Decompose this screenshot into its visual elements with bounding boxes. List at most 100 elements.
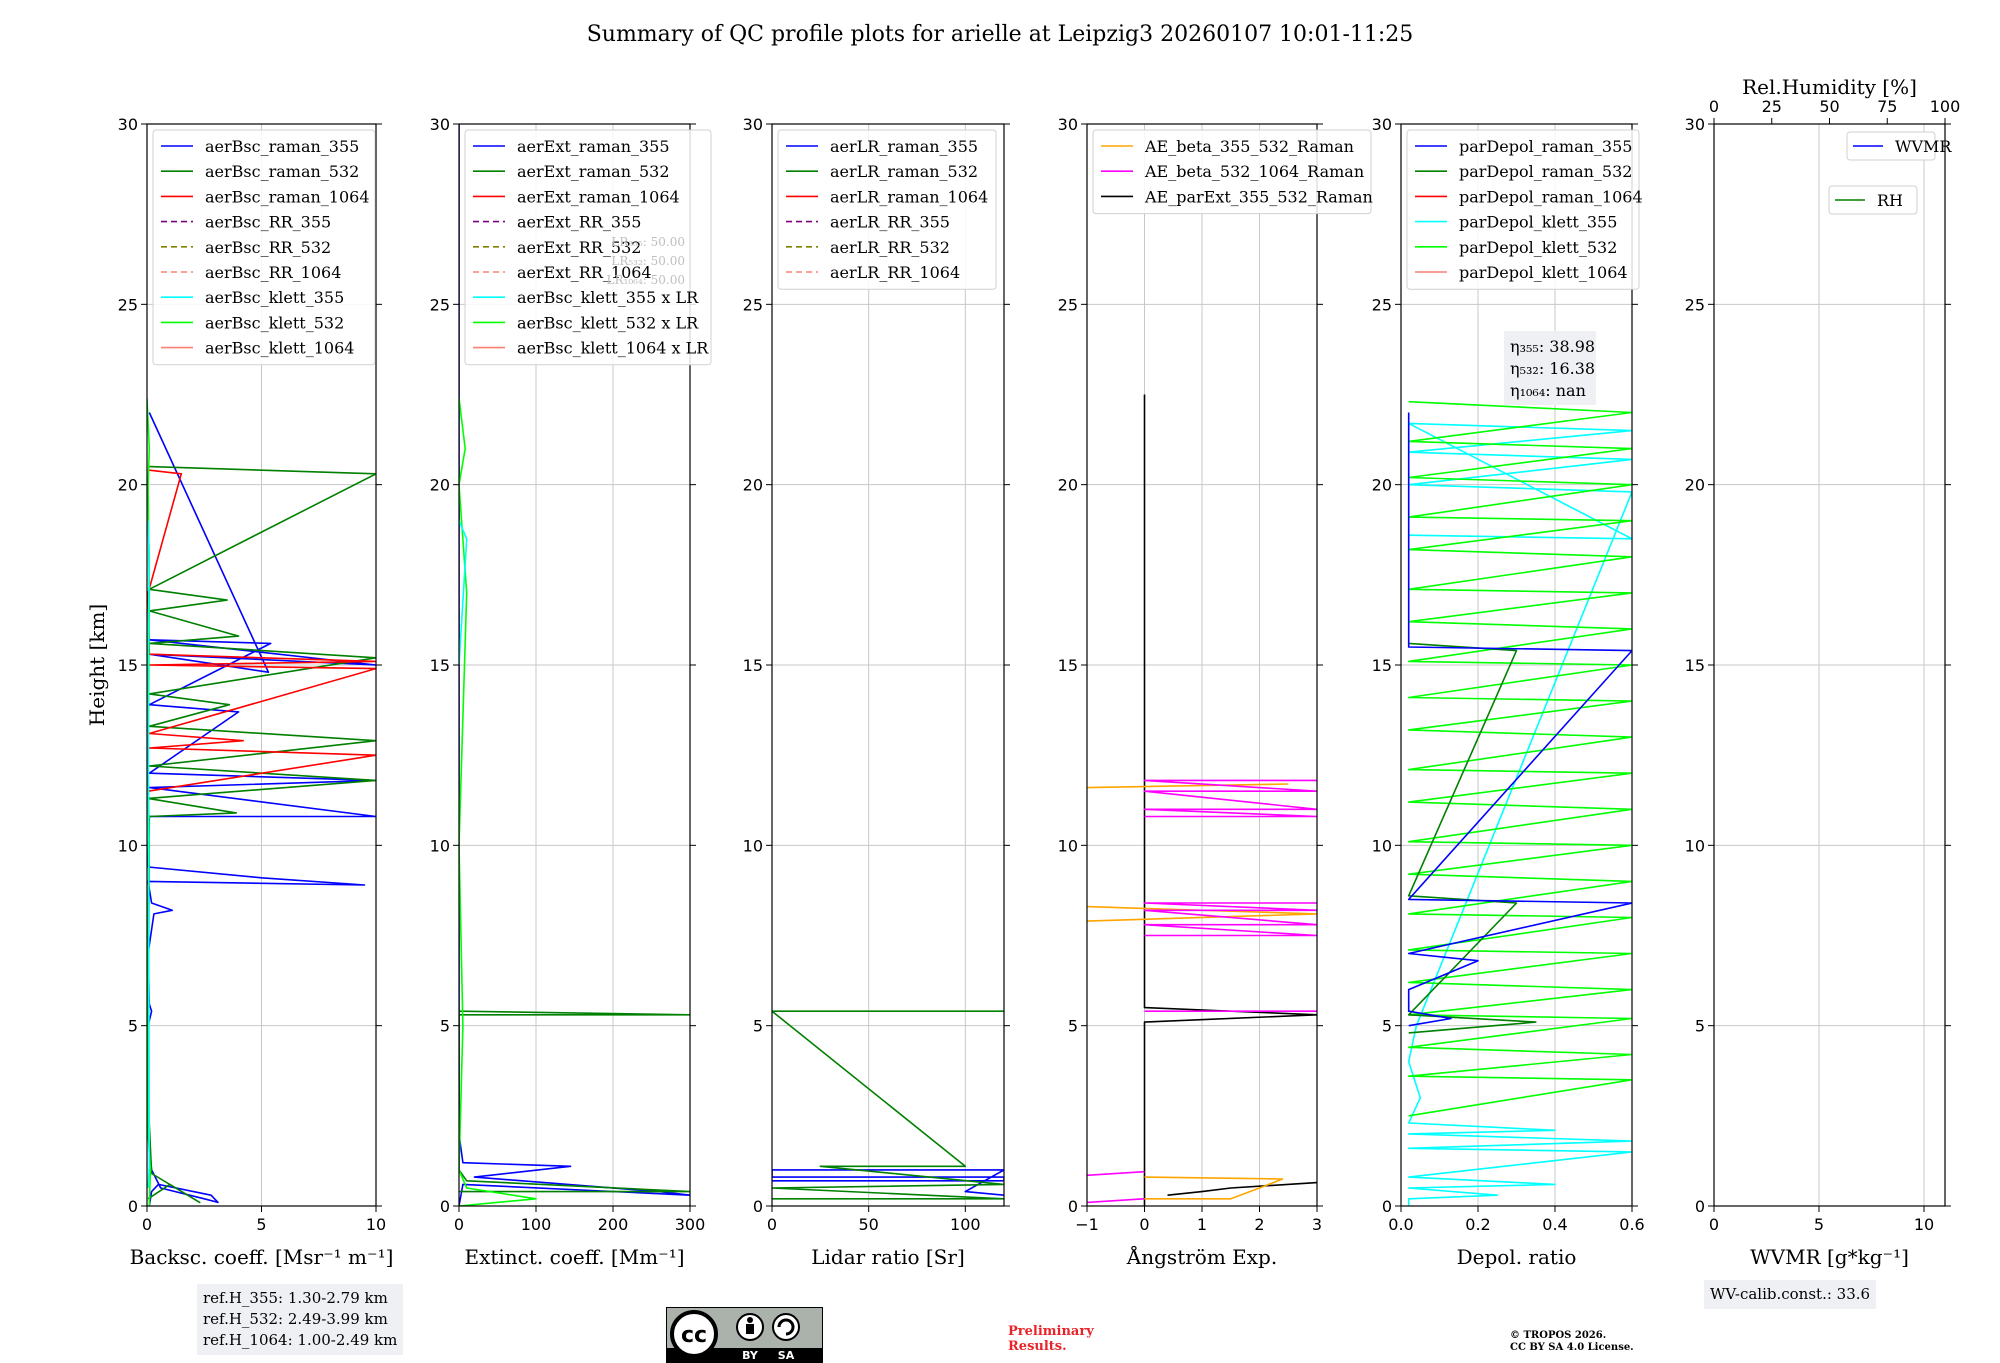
eta-annotation-box [1504, 331, 1596, 405]
top-x-tick-label: 75 [1877, 97, 1897, 116]
x-tick-label: 0 [1709, 1215, 1719, 1234]
refh-1064: ref.H_1064: 1.00-2.49 km [203, 1331, 398, 1349]
legend-entry: parDepol_klett_532 [1459, 238, 1617, 257]
profile-line-orange [1087, 783, 1289, 789]
legend-entry: parDepol_raman_532 [1459, 162, 1632, 181]
legend-entry: aerBsc_klett_1064 x LR [517, 339, 709, 358]
panel-3: 0 50 100 0 5 10 15 20 25 30 Lidar ratio [Sr] aerLR_… [743, 115, 1010, 1269]
legend-entry: aerBsc_klett_532 x LR [517, 313, 699, 332]
x-tick-label: 0.2 [1465, 1215, 1490, 1234]
profile-line-black [1143, 394, 1317, 1206]
y-tick-label: 5 [1695, 1017, 1705, 1036]
profile-line-cyan [1407, 422, 1632, 1206]
y-tick-label: 15 [1372, 656, 1392, 675]
x-tick-label: 100 [521, 1215, 552, 1234]
profile-line-black [1167, 1181, 1317, 1196]
y-tick-label: 20 [743, 476, 763, 495]
x-tick-label: 10 [1914, 1215, 1934, 1234]
y-tick-label: 5 [128, 1017, 138, 1036]
x-axis-label: WVMR [g*kg⁻¹] [1750, 1245, 1909, 1269]
legend-entry: aerBsc_klett_355 x LR [517, 288, 699, 307]
lidar-ratio-annotation: LR₁₀₆₄: 50.00 [607, 273, 685, 287]
panel-2: 0 100 200 300 0 5 10 15 20 25 30 Extinct. coeff. [M… [430, 115, 712, 1269]
legend-entry: parDepol_raman_355 [1459, 137, 1632, 156]
profile-line-green [772, 1010, 1004, 1200]
x-tick-label: 0 [454, 1215, 464, 1234]
lidar-ratio-annotation: LR₃₅₅: 50.00 [611, 235, 685, 249]
copyright-line-2: CC BY SA 4.0 License. [1510, 1342, 1634, 1353]
legend-entry: aerLR_RR_1064 [830, 263, 960, 282]
legend-entry: WVMR [1895, 137, 1952, 156]
legend-entry: aerBsc_RR_355 [205, 213, 331, 232]
legend-box [152, 129, 376, 366]
profile-line-cyan [459, 520, 468, 666]
y-tick-label: 30 [118, 115, 138, 134]
y-tick-label: 0 [753, 1197, 763, 1216]
eta-annotation: η₁₀₆₄: nan [1510, 381, 1586, 400]
wv-calib-box: WV-calib.const.: 33.6 [1704, 1280, 1877, 1309]
x-tick-label: 0 [767, 1215, 777, 1234]
legend-entry: aerBsc_raman_355 [205, 137, 359, 156]
x-tick-label: 0.6 [1619, 1215, 1644, 1234]
legend-box [1846, 131, 1936, 161]
y-tick-label: 30 [1372, 115, 1392, 134]
by-label: BY [742, 1349, 759, 1362]
x-tick-label: 10 [366, 1215, 386, 1234]
legend-box [464, 129, 712, 366]
profile-line-red [147, 469, 376, 792]
legend-entry: aerExt_RR_1064 [517, 263, 652, 282]
x-tick-label: 5 [256, 1215, 266, 1234]
eta-annotation: η₃₅₅: 38.98 [1510, 337, 1595, 356]
copyright-note: © TROPOS 2026. CC BY SA 4.0 License. [1510, 1330, 1634, 1354]
y-tick-label: 15 [1685, 656, 1705, 675]
y-tick-label: 20 [1372, 476, 1392, 495]
refh-532: ref.H_532: 2.49-3.99 km [203, 1310, 388, 1328]
legend-entry: aerBsc_klett_532 [205, 313, 344, 332]
y-tick-label: 0 [1382, 1197, 1392, 1216]
y-tick-label: 25 [118, 295, 138, 314]
x-tick-label: 0.0 [1388, 1215, 1413, 1234]
refh-355: ref.H_355: 1.30-2.79 km [203, 1289, 388, 1307]
preliminary-line-1: Preliminary [1008, 1324, 1094, 1339]
profile-line-magenta [1143, 779, 1317, 818]
legend-entry: aerBsc_raman_1064 [205, 187, 370, 206]
legend-box [777, 129, 997, 290]
legend-entry: aerLR_RR_355 [830, 213, 950, 232]
y-tick-label: 25 [1058, 295, 1078, 314]
y-tick-label: 25 [430, 295, 450, 314]
x-tick-label: 100 [950, 1215, 981, 1234]
y-tick-label: 25 [1685, 295, 1705, 314]
profile-traces [1407, 400, 1632, 1206]
y-tick-label: 25 [743, 295, 763, 314]
profile-line-magenta [1087, 1170, 1145, 1177]
y-tick-label: 20 [430, 476, 450, 495]
y-tick-label: 20 [118, 476, 138, 495]
panel-1: 0 5 10 0 5 10 15 20 25 30 Backsc. coeff. [Msr⁻¹ m⁻… [118, 115, 394, 1269]
x-axis-label: Depol. ratio [1457, 1245, 1577, 1269]
top-x-tick-label: 50 [1819, 97, 1839, 116]
x-tick-label: 50 [858, 1215, 878, 1234]
y-tick-label: 25 [1372, 295, 1392, 314]
top-x-tick-label: 0 [1709, 97, 1719, 116]
y-tick-label: 10 [118, 836, 138, 855]
legend-entry: parDepol_raman_1064 [1459, 187, 1643, 206]
profile-traces [1087, 394, 1317, 1206]
top-axis-label: Rel.Humidity [%] [1742, 75, 1917, 99]
x-axis-label: Backsc. coeff. [Msr⁻¹ m⁻¹] [130, 1245, 394, 1269]
legend-entry: AE_parExt_355_532_Raman [1144, 187, 1373, 206]
profile-line-orange [1144, 1176, 1284, 1200]
lidar-ratio-annotation: LR₅₃₂: 50.00 [611, 254, 685, 268]
figure-title: Summary of QC profile plots for arielle … [586, 22, 1414, 47]
legend-entry: aerExt_RR_532 [517, 238, 641, 257]
eta-annotation: η₅₃₂: 16.38 [1510, 359, 1595, 378]
panel-5: 0.0 0.2 0.4 0.6 0 5 10 15 20 25 30 Depol. ratio parD… [1372, 115, 1645, 1269]
legend-entry: aerExt_raman_532 [517, 162, 670, 181]
profile-line-orange [1087, 905, 1317, 922]
profile-line-magenta [1143, 902, 1317, 937]
legend-box [1092, 129, 1372, 215]
wv-calib-text: WV-calib.const.: 33.6 [1710, 1285, 1871, 1303]
profile-line-cyan [147, 520, 151, 1189]
x-axis-label: Lidar ratio [Sr] [811, 1245, 965, 1269]
